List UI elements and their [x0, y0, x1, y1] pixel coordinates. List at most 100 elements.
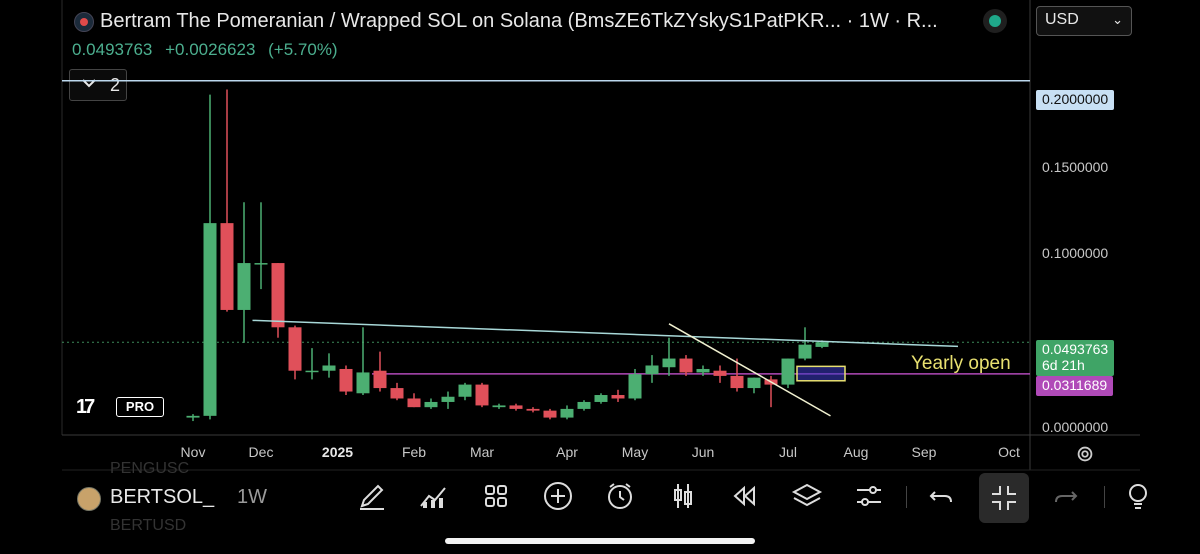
home-indicator [445, 538, 755, 544]
tv-mark: 17 [76, 396, 95, 418]
candle-body [475, 384, 489, 406]
time-tick-label: Apr [556, 444, 578, 460]
candle-body [560, 408, 574, 418]
indicators-toggle-button[interactable]: 2 [69, 69, 127, 101]
candle-body [441, 396, 455, 402]
candle-body [271, 263, 285, 328]
candle-body [730, 375, 744, 389]
live-status-icon[interactable] [983, 9, 1007, 33]
currency-select[interactable]: USD ⌄ [1036, 6, 1132, 36]
downtrend-line [668, 323, 831, 417]
time-tick-label: Sep [911, 444, 937, 460]
trendline [252, 319, 959, 348]
candle-body [594, 395, 608, 402]
candle-body [781, 358, 795, 385]
candle-body [220, 223, 234, 310]
gear-icon [1077, 446, 1093, 462]
time-tick-label: Nov [180, 444, 206, 460]
collapse-icon [992, 486, 1016, 510]
change-abs: +0.0026623 [165, 40, 256, 59]
chart-type-button[interactable] [665, 478, 701, 514]
candle-body [543, 410, 557, 418]
drawing-tool-button[interactable] [354, 478, 390, 514]
candle-body [747, 377, 761, 389]
candle-body [407, 398, 421, 408]
sliders-icon [857, 486, 881, 506]
candle-body [815, 342, 829, 347]
ideas-button[interactable] [1120, 478, 1150, 514]
yearly-open-label: 0.0311689 [1036, 376, 1114, 396]
time-tick-label: 2025 [321, 444, 354, 460]
lightbulb-icon [1129, 484, 1147, 509]
candle-countdown: 6d 21h [1042, 357, 1085, 373]
candle-body [628, 374, 642, 399]
candle-body [424, 401, 438, 408]
candle-body [679, 358, 693, 373]
candle-body [186, 415, 200, 418]
candle-body [254, 263, 268, 265]
price-tick-label: 0.0000000 [1042, 419, 1109, 435]
change-pct: (+5.70%) [268, 40, 338, 59]
candle-body [458, 384, 472, 397]
plus-circle-icon [544, 482, 572, 510]
time-tick-label: Dec [248, 444, 274, 460]
candle-body [203, 223, 217, 416]
time-tick-label: Aug [843, 444, 869, 460]
candle-body [288, 327, 302, 371]
price-tick-label: 0.1000000 [1042, 245, 1109, 262]
redo-button[interactable] [1048, 478, 1084, 514]
layouts-button[interactable] [478, 478, 514, 514]
candle-body [492, 405, 506, 408]
undo-button[interactable] [923, 478, 959, 514]
candle-body [713, 370, 727, 376]
time-tick-label: Oct [998, 444, 1020, 460]
candle-body [509, 405, 523, 409]
tradingview-logo: 17 PRO [76, 395, 166, 419]
indicators-button[interactable] [415, 478, 451, 514]
candle-body [237, 263, 251, 310]
replay-button[interactable] [726, 478, 762, 514]
redo-icon [1055, 491, 1078, 503]
symbol-selector[interactable]: BERTSOL_ [110, 486, 215, 508]
settings-button[interactable] [851, 478, 887, 514]
pro-badge: PRO [116, 397, 164, 417]
symbol-avatar [77, 487, 101, 511]
time-tick-label: Jun [691, 444, 715, 460]
candle-body [373, 370, 387, 389]
horizontal-line-label: 0.2000000 [1036, 90, 1115, 110]
time-tick-label: May [621, 444, 649, 460]
candle-body [339, 368, 353, 392]
undo-icon [929, 491, 952, 503]
objects-tree-button[interactable] [789, 478, 825, 514]
time-tick-label: Jul [779, 444, 797, 460]
candlestick-icon [674, 484, 692, 508]
grid-icon [485, 485, 507, 507]
candle-body [696, 368, 710, 373]
chevron-down-icon [82, 79, 96, 88]
chart-settings-button[interactable] [1074, 443, 1098, 463]
pen-icon [360, 484, 384, 510]
price-summary: 0.0493763 +0.0026623 (+5.70%) [72, 40, 346, 60]
last-price: 0.0493763 [72, 40, 153, 59]
candle-body [798, 344, 812, 359]
price-tick-label: 0.1500000 [1042, 158, 1109, 175]
last-price-badge-value: 0.0493763 [1042, 341, 1109, 357]
timeframe-selector[interactable]: 1W [237, 486, 267, 508]
candle-body [645, 365, 659, 375]
last-price-badge: 0.0493763 6d 21h [1036, 340, 1115, 376]
candle-body [305, 370, 319, 373]
candle-body [577, 401, 591, 409]
add-button[interactable] [540, 478, 576, 514]
alarm-clock-icon [608, 483, 632, 509]
yearly-open-box [796, 365, 846, 382]
exit-fullscreen-button[interactable] [979, 473, 1029, 523]
candle-body [390, 388, 404, 399]
alert-button[interactable] [602, 478, 638, 514]
chart-title[interactable]: Bertram The Pomeranian / Wrapped SOL on … [100, 10, 938, 32]
toolbar-separator [906, 486, 907, 508]
indicator-count: 2 [110, 75, 121, 95]
symbol-ghost-below: BERTUSD [110, 517, 187, 534]
currency-value: USD [1045, 11, 1079, 28]
